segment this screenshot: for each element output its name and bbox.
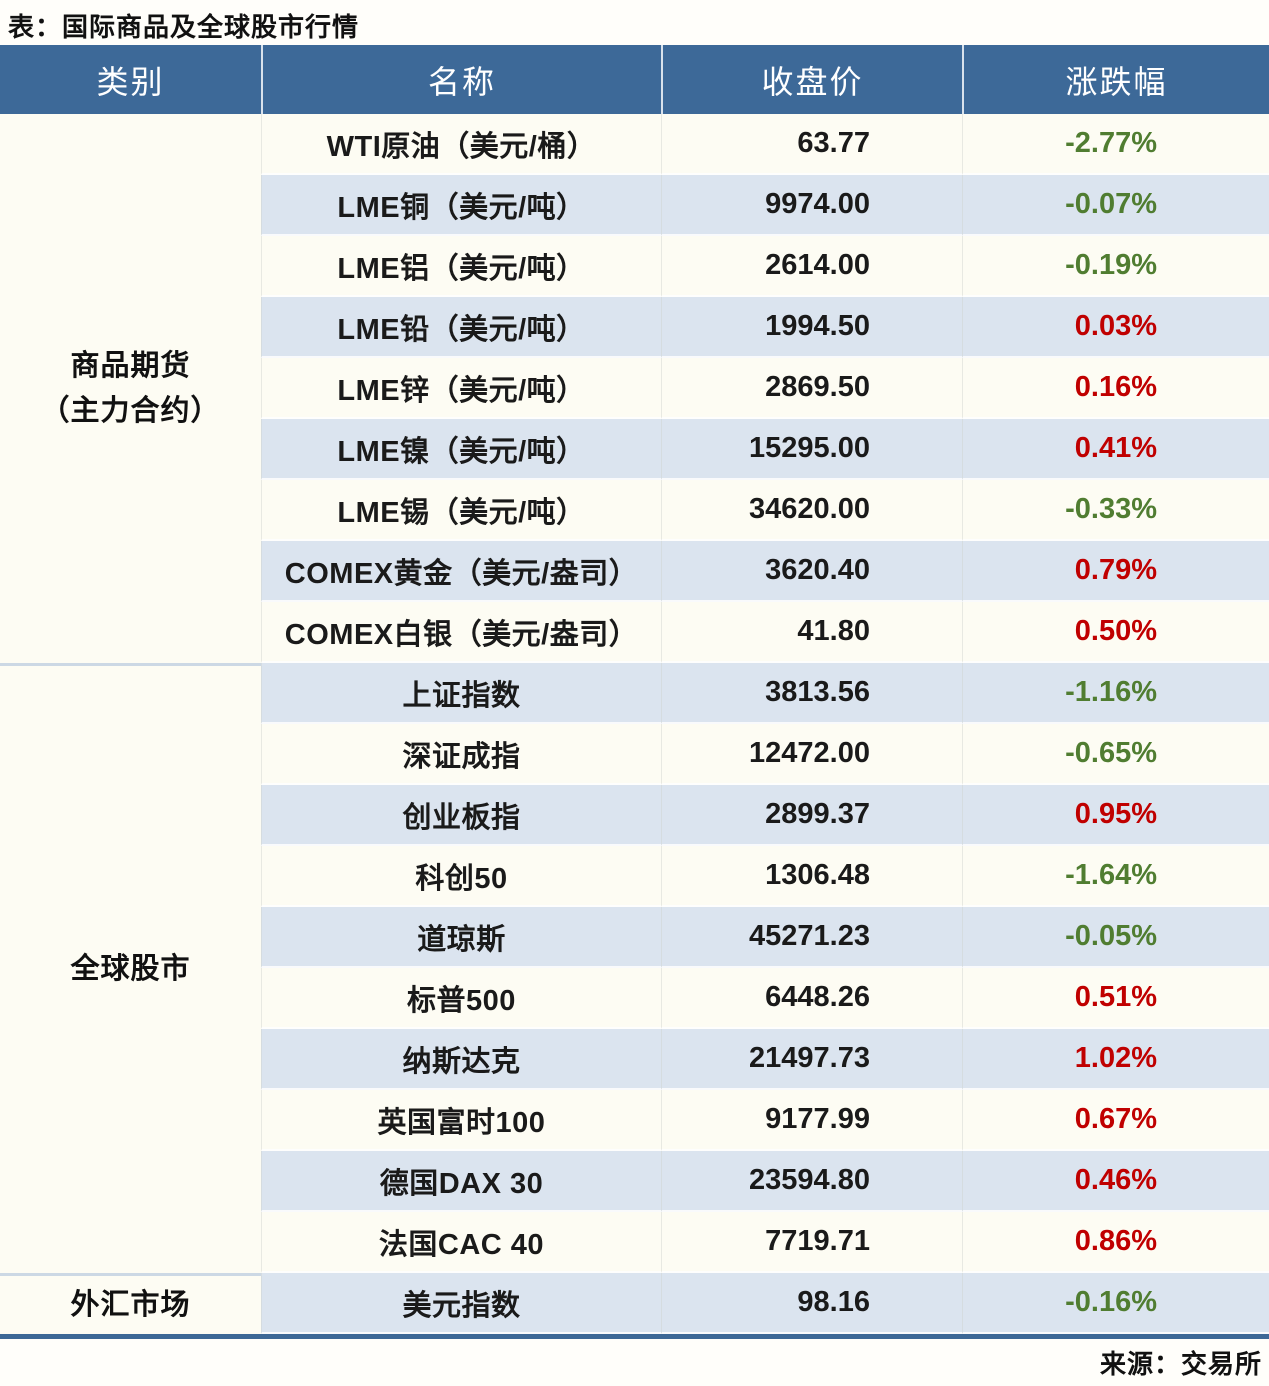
close-cell: 12472.00	[661, 724, 962, 785]
change-cell: -0.65%	[962, 724, 1269, 785]
name-cell: LME镍（美元/吨）	[261, 419, 661, 480]
change-cell: -0.07%	[962, 175, 1269, 236]
close-cell: 63.77	[661, 114, 962, 175]
name-cell: LME锌（美元/吨）	[261, 358, 661, 419]
close-cell: 45271.23	[661, 907, 962, 968]
change-cell: -1.64%	[962, 846, 1269, 907]
name-cell: 标普500	[261, 968, 661, 1029]
close-cell: 21497.73	[661, 1029, 962, 1090]
name-cell: 上证指数	[261, 663, 661, 724]
change-cell: -0.16%	[962, 1273, 1269, 1334]
category-label-line: （主力合约）	[40, 394, 221, 427]
name-cell: 英国富时100	[261, 1090, 661, 1151]
close-cell: 34620.00	[661, 480, 962, 541]
name-cell: 科创50	[261, 846, 661, 907]
category-label-line: 全球股市	[70, 953, 191, 986]
close-cell: 2614.00	[661, 236, 962, 297]
source-label: 来源：交易所	[1099, 1349, 1262, 1379]
name-cell: 纳斯达克	[261, 1029, 661, 1090]
header-name: 名称	[261, 45, 661, 114]
close-cell: 1994.50	[661, 297, 962, 358]
name-cell: 法国CAC 40	[261, 1212, 661, 1273]
category-label-line: 商品期货	[70, 349, 191, 382]
change-cell: -0.05%	[962, 907, 1269, 968]
header-close: 收盘价	[661, 45, 962, 114]
page-title: 表：国际商品及全球股市行情	[8, 12, 360, 42]
close-cell: 15295.00	[661, 419, 962, 480]
name-cell: 深证成指	[261, 724, 661, 785]
name-cell: 美元指数	[261, 1273, 661, 1334]
change-cell: 1.02%	[962, 1029, 1269, 1090]
change-cell: 0.03%	[962, 297, 1269, 358]
change-cell: 0.16%	[962, 358, 1269, 419]
name-cell: COMEX黄金（美元/盎司）	[261, 541, 661, 602]
name-cell: WTI原油（美元/桶）	[261, 114, 661, 175]
change-cell: 0.79%	[962, 541, 1269, 602]
name-cell: COMEX白银（美元/盎司）	[261, 602, 661, 663]
change-cell: 0.51%	[962, 968, 1269, 1029]
change-cell: 0.86%	[962, 1212, 1269, 1273]
change-cell: -2.77%	[962, 114, 1269, 175]
name-cell: 创业板指	[261, 785, 661, 846]
name-cell: LME铝（美元/吨）	[261, 236, 661, 297]
close-cell: 41.80	[661, 602, 962, 663]
close-cell: 1306.48	[661, 846, 962, 907]
category-cell-2: 全球股市	[0, 663, 261, 1273]
close-cell: 9177.99	[661, 1090, 962, 1151]
name-cell: LME铅（美元/吨）	[261, 297, 661, 358]
close-cell: 2899.37	[661, 785, 962, 846]
close-cell: 3813.56	[661, 663, 962, 724]
category-cell-3: 外汇市场	[0, 1273, 261, 1334]
close-cell: 9974.00	[661, 175, 962, 236]
change-cell: -0.33%	[962, 480, 1269, 541]
close-cell: 2869.50	[661, 358, 962, 419]
close-cell: 7719.71	[661, 1212, 962, 1273]
change-cell: -1.16%	[962, 663, 1269, 724]
category-label-line: 外汇市场	[70, 1288, 191, 1321]
name-cell: LME锡（美元/吨）	[261, 480, 661, 541]
table-header-row: 类别 名称 收盘价 涨跌幅	[0, 45, 1269, 114]
change-cell: 0.67%	[962, 1090, 1269, 1151]
table-bottom-border	[0, 1334, 1269, 1339]
change-cell: -0.19%	[962, 236, 1269, 297]
close-cell: 98.16	[661, 1273, 962, 1334]
name-cell: LME铜（美元/吨）	[261, 175, 661, 236]
change-cell: 0.95%	[962, 785, 1269, 846]
change-cell: 0.46%	[962, 1151, 1269, 1212]
header-change: 涨跌幅	[962, 45, 1269, 114]
change-cell: 0.50%	[962, 602, 1269, 663]
table-body: 商品期货 （主力合约） WTI原油（美元/桶） 63.77 -2.77% LME铜（美元/…	[0, 114, 1269, 1334]
name-cell: 德国DAX 30	[261, 1151, 661, 1212]
name-cell: 道琼斯	[261, 907, 661, 968]
header-category: 类别	[0, 45, 261, 114]
market-table: 类别 名称 收盘价 涨跌幅 商品期货 （主力合约） WTI原油（美元/桶） 63.77…	[0, 45, 1269, 1339]
close-cell: 23594.80	[661, 1151, 962, 1212]
change-cell: 0.41%	[962, 419, 1269, 480]
close-cell: 3620.40	[661, 541, 962, 602]
category-cell-1: 商品期货 （主力合约）	[0, 114, 261, 663]
close-cell: 6448.26	[661, 968, 962, 1029]
